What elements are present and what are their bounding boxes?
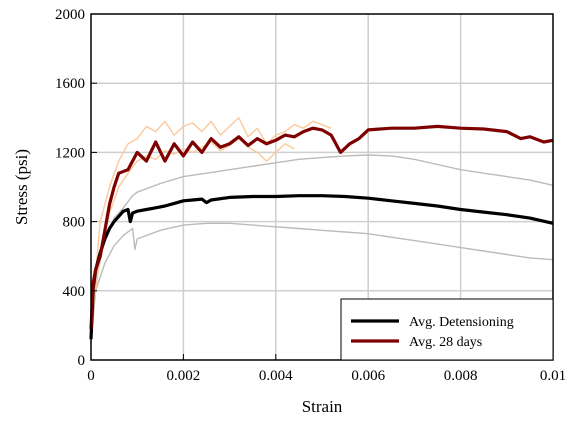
legend-box: [340, 298, 554, 361]
plot-frame: [90, 13, 554, 361]
x-tick-label: 0.01: [540, 368, 566, 384]
y-tick-label: 400: [63, 284, 86, 300]
series-line-avg-28-days: [89, 124, 554, 329]
x-tick-label: 0.006: [351, 368, 385, 384]
x-tick-label: 0.004: [259, 368, 293, 384]
y-tick-label: 800: [63, 215, 86, 231]
x-tick-label: 0.002: [167, 368, 201, 384]
individual-test-line: [90, 137, 295, 326]
y-axis-ticks: 0 400 800 1200 1600 2000: [55, 7, 97, 369]
individual-test-line: [90, 117, 332, 326]
x-axis-label: Strain: [302, 397, 343, 416]
series-lines: [89, 117, 554, 343]
series-line-avg-detensioning: [89, 194, 554, 340]
legend-label: Avg. Detensioning: [409, 315, 514, 330]
y-tick-label: 2000: [55, 7, 85, 23]
x-tick-label: 0.008: [444, 368, 478, 384]
individual-test-line: [90, 222, 554, 343]
y-tick-label: 1600: [55, 76, 85, 92]
y-tick-label: 1200: [55, 145, 85, 161]
y-tick-label: 0: [78, 353, 86, 369]
x-tick-label: 0: [87, 368, 95, 384]
legend-label: Avg. 28 days: [409, 335, 482, 350]
y-axis-label: Stress (psi): [12, 149, 31, 225]
individual-test-line: [90, 154, 554, 343]
legend: Avg. Detensioning Avg. 28 days: [340, 298, 554, 361]
